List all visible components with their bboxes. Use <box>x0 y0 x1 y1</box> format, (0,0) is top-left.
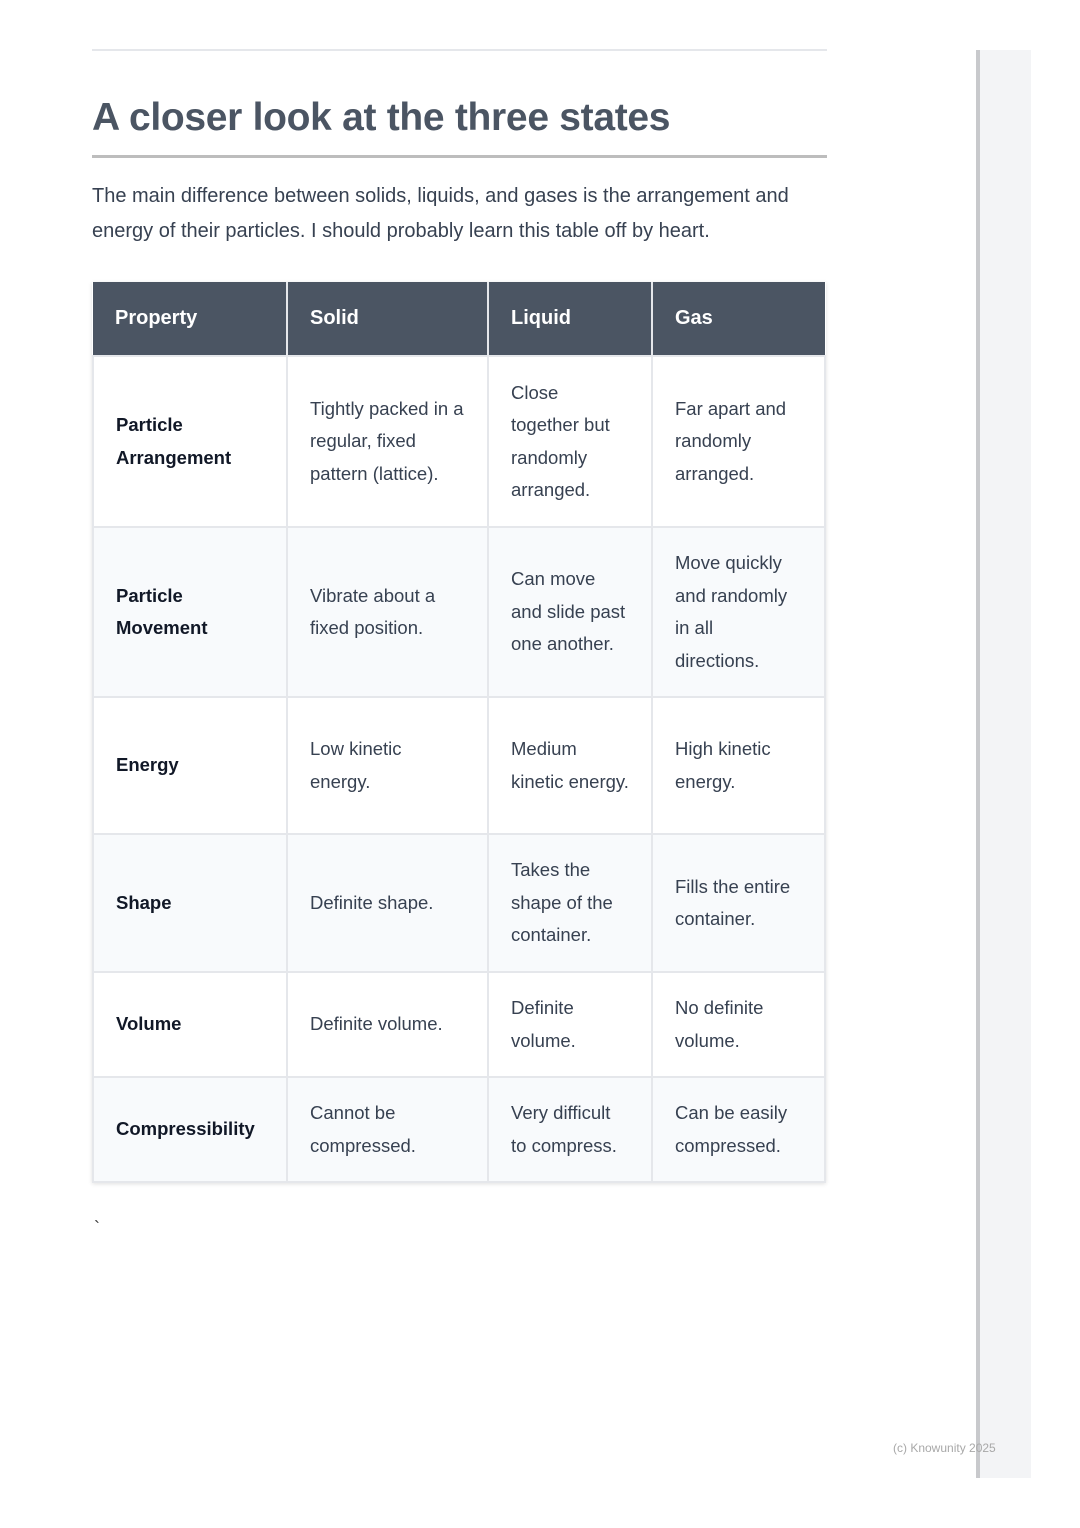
cell-solid: Definite shape. <box>286 833 489 973</box>
cell-liquid: Takes the shape of the container. <box>487 833 653 973</box>
header-gas: Gas <box>652 282 825 356</box>
cell-solid: Low kinetic energy. <box>286 696 489 835</box>
copyright-footer: (c) Knowunity 2025 <box>893 1441 996 1455</box>
table-row: Energy Low kinetic energy. Medium kineti… <box>92 696 826 835</box>
table-row: Compressibility Cannot be compressed. Ve… <box>92 1076 826 1183</box>
cell-liquid: Very difficult to compress. <box>487 1076 653 1183</box>
cell-property: Compressibility <box>92 1076 288 1183</box>
table-row: Shape Definite shape. Takes the shape of… <box>92 833 826 973</box>
side-panel-border <box>976 50 980 1478</box>
stray-backtick: ` <box>94 1218 100 1238</box>
table-row: Volume Definite volume. Definite volume.… <box>92 971 826 1078</box>
cell-gas: Move quickly and randomly in all directi… <box>651 526 826 698</box>
cell-gas: Can be easily compressed. <box>651 1076 826 1183</box>
cell-liquid: Can move and slide past one another. <box>487 526 653 698</box>
cell-liquid: Medium kinetic energy. <box>487 696 653 835</box>
page-title: A closer look at the three states <box>92 96 671 139</box>
cell-property: Particle Arrangement <box>92 355 288 528</box>
cell-solid: Cannot be compressed. <box>286 1076 489 1183</box>
cell-property: Particle Movement <box>92 526 288 698</box>
side-panel <box>980 50 1031 1478</box>
table-header-row: Property Solid Liquid Gas <box>93 282 825 356</box>
cell-gas: Far apart and randomly arranged. <box>651 355 826 528</box>
heading-underline <box>92 155 827 158</box>
cell-liquid: Close together but randomly arranged. <box>487 355 653 528</box>
cell-liquid: Definite volume. <box>487 971 653 1078</box>
header-liquid: Liquid <box>488 282 653 356</box>
cell-gas: No definite volume. <box>651 971 826 1078</box>
cell-solid: Definite volume. <box>286 971 489 1078</box>
cell-property: Shape <box>92 833 288 973</box>
cell-property: Energy <box>92 696 288 835</box>
cell-solid: Tightly packed in a regular, fixed patte… <box>286 355 489 528</box>
cell-property: Volume <box>92 971 288 1078</box>
intro-paragraph: The main difference between solids, liqu… <box>92 185 789 242</box>
cell-gas: High kinetic energy. <box>651 696 826 835</box>
cell-solid: Vibrate about a fixed position. <box>286 526 489 698</box>
states-table: Property Solid Liquid Gas Particle Arran… <box>92 282 826 1183</box>
table-row: Particle Arrangement Tightly packed in a… <box>92 355 826 528</box>
cell-gas: Fills the entire container. <box>651 833 826 973</box>
table-row: Particle Movement Vibrate about a fixed … <box>92 526 826 698</box>
top-divider <box>92 49 827 51</box>
header-solid: Solid <box>287 282 489 356</box>
header-property: Property <box>93 282 288 356</box>
